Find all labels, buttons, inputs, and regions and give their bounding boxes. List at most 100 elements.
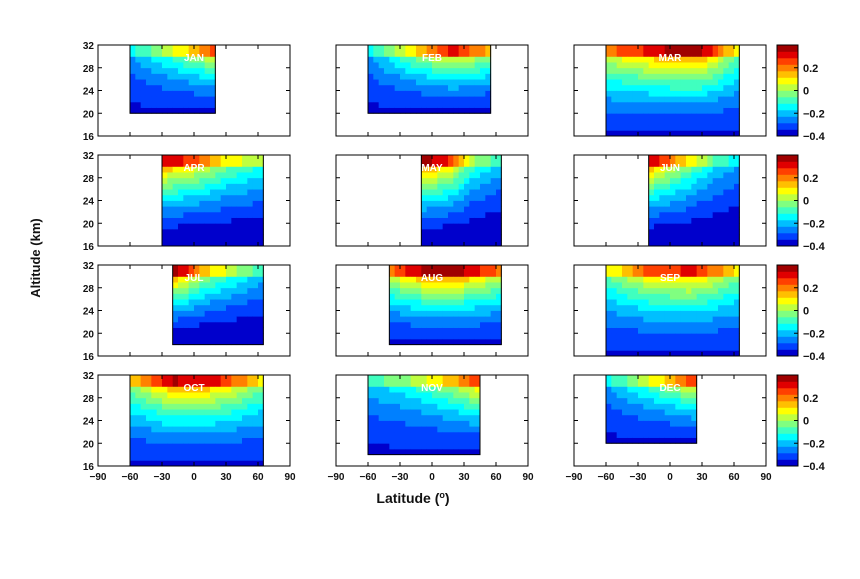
data-cell [474, 409, 481, 416]
data-cell [664, 223, 671, 230]
data-cell [734, 50, 740, 57]
data-cell [442, 426, 449, 433]
data-cell [480, 304, 486, 311]
data-cell [723, 113, 730, 120]
data-cell [167, 240, 174, 247]
data-cell [648, 118, 655, 126]
data-cell [707, 124, 714, 131]
data-cell [728, 84, 735, 91]
data-cell [616, 397, 623, 404]
data-cell [702, 177, 708, 184]
data-cell [389, 321, 396, 328]
data-cell [702, 299, 708, 306]
data-cell [696, 276, 703, 283]
data-cell [146, 460, 152, 467]
data-cell [686, 316, 692, 323]
data-cell [194, 96, 200, 103]
data-cell [140, 107, 147, 114]
data-cell [416, 304, 422, 311]
data-cell [151, 56, 158, 63]
data-cell [242, 403, 248, 410]
data-cell [664, 338, 671, 346]
data-cell [231, 293, 238, 300]
data-cell [718, 223, 724, 230]
data-cell [226, 299, 232, 306]
data-cell [426, 375, 433, 382]
data-cell [448, 265, 454, 272]
data-cell [252, 206, 259, 213]
data-cell [654, 333, 660, 340]
data-cell [712, 282, 719, 289]
data-cell [220, 409, 227, 416]
data-cell [378, 84, 385, 91]
data-cell [167, 177, 174, 184]
data-cell [204, 386, 211, 393]
data-cell [469, 304, 476, 311]
data-cell [490, 316, 497, 323]
data-cell [670, 234, 676, 241]
data-cell [389, 375, 396, 382]
data-cell [686, 431, 692, 438]
data-cell [723, 79, 730, 86]
x-axis-label-main: Latitude ( [376, 490, 439, 506]
data-cell [616, 118, 623, 126]
data-cell [627, 392, 634, 399]
data-cell [258, 211, 264, 218]
data-cell [210, 189, 216, 196]
data-cell [691, 96, 698, 103]
data-cell [496, 194, 502, 201]
colorbar-tick-label: 0.2 [803, 173, 818, 185]
data-cell [437, 155, 444, 162]
data-cell [448, 333, 454, 340]
data-cell [188, 270, 195, 277]
data-cell [696, 310, 703, 317]
data-cell [686, 183, 692, 190]
data-cell [675, 200, 682, 207]
data-cell [394, 380, 401, 387]
data-cell [162, 375, 168, 382]
data-cell [231, 194, 238, 201]
data-cell [654, 321, 660, 328]
data-cell [675, 62, 682, 69]
data-cell [654, 223, 660, 230]
data-cell [734, 56, 740, 63]
data-cell [426, 299, 433, 306]
data-cell [183, 160, 190, 167]
data-cell [638, 270, 644, 277]
data-cell [183, 101, 190, 108]
data-cell [485, 172, 492, 179]
data-cell [464, 228, 470, 236]
data-cell [648, 183, 655, 190]
colorbar-swatch [777, 58, 798, 65]
data-cell [659, 304, 666, 311]
data-cell [426, 327, 433, 334]
data-cell [135, 380, 142, 387]
data-cell [648, 403, 655, 410]
data-cell [702, 240, 708, 247]
data-cell [442, 155, 449, 162]
data-cell [606, 130, 612, 137]
data-cell [606, 62, 612, 69]
data-cell [437, 56, 444, 63]
data-cell [686, 217, 692, 224]
data-cell [654, 45, 660, 52]
panel-month-label: APR [183, 163, 205, 174]
data-cell [204, 155, 211, 162]
data-cell [680, 426, 687, 433]
data-cell [680, 333, 687, 340]
data-cell [453, 84, 460, 91]
data-cell [183, 183, 190, 190]
data-cell [162, 211, 168, 218]
data-cell [728, 350, 735, 357]
data-cell [643, 437, 650, 444]
data-cell [135, 414, 142, 421]
data-cell [702, 62, 708, 69]
data-cell [194, 380, 200, 387]
data-cell [643, 392, 650, 399]
data-cell [421, 73, 428, 80]
data-cell [680, 155, 687, 162]
data-cell [167, 392, 174, 399]
data-cell [188, 392, 195, 399]
data-cell [162, 189, 168, 196]
